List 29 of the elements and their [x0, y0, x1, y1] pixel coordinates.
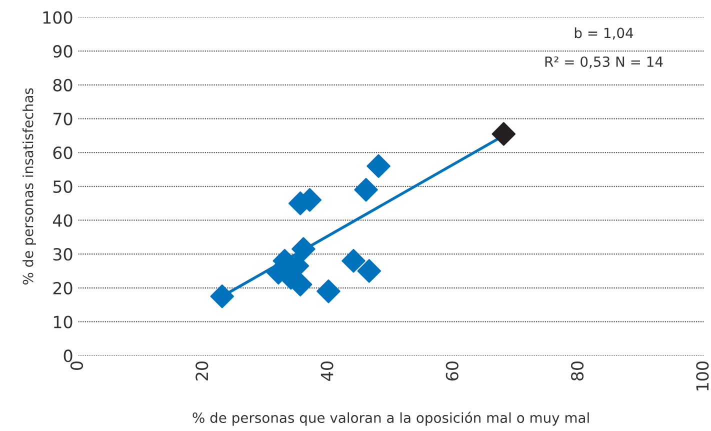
y-tick-label: 90: [53, 45, 72, 58]
annotation: R² = 0,53 N = 14: [545, 56, 663, 68]
point: [366, 154, 390, 178]
y-tick-label: 50: [53, 180, 72, 193]
point: [492, 122, 516, 146]
y-tick-label: 40: [52, 214, 72, 227]
x-tick-label: 100: [696, 362, 709, 390]
point: [354, 178, 378, 202]
x-tick-label: 40: [320, 362, 334, 381]
x-tick-label: 20: [196, 362, 208, 380]
y-tick-label: 100: [43, 11, 72, 24]
x-tick-label: 60: [446, 362, 458, 380]
point: [357, 259, 382, 283]
point: [342, 248, 366, 273]
y-tick-label: 20: [53, 282, 72, 294]
y-tick-label: 30: [53, 248, 72, 261]
x-tick-label: 0: [70, 362, 84, 370]
y-axis-title: % de personas insatisfechas: [22, 88, 36, 285]
point: [316, 279, 340, 304]
y-tick-label: 70: [54, 112, 72, 126]
y-tick-label: 80: [53, 78, 72, 92]
y-tick-label: 10: [54, 316, 72, 328]
annotation: b = 1,04: [574, 27, 634, 40]
x-axis-title: % de personas que valoran a la oposición mal o muy mal: [192, 412, 589, 426]
y-tick-label: 60: [53, 146, 72, 160]
x-tick-label: 80: [570, 362, 584, 381]
point: [292, 237, 316, 261]
y-tick-label: 0: [64, 350, 72, 362]
point: [210, 284, 234, 308]
